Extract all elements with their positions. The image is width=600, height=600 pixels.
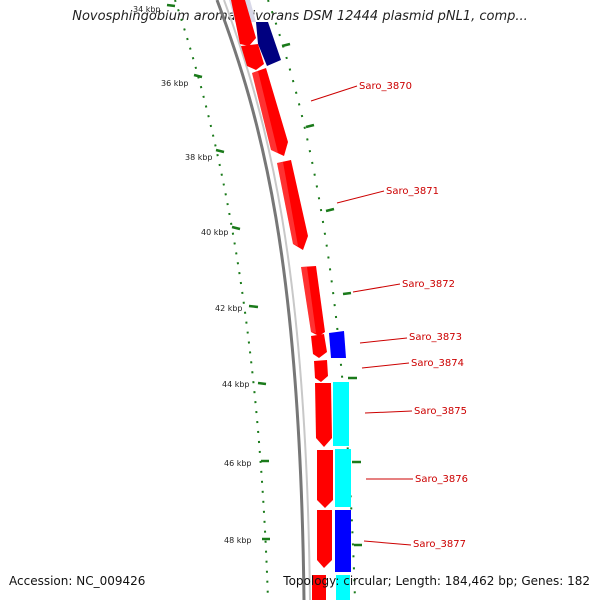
gene-label[interactable]: Saro_3871 <box>386 186 439 197</box>
gene-feature-forward[interactable] <box>301 266 325 336</box>
gene-feature-reverse[interactable] <box>333 382 349 446</box>
gene-label[interactable]: Saro_3877 <box>413 539 466 550</box>
gene-feature-forward[interactable] <box>317 510 332 568</box>
tick-label: 44 kbp <box>222 380 250 389</box>
gene-feature-forward[interactable] <box>231 0 256 46</box>
tick-label: 48 kbp <box>224 536 252 545</box>
gene-feature-forward[interactable] <box>315 383 332 447</box>
map-title: Novosphingobium aromaticivorans DSM 1244… <box>72 9 528 24</box>
tick-label: 36 kbp <box>161 79 189 88</box>
gene-label[interactable]: Saro_3874 <box>411 358 464 369</box>
gene-label[interactable]: Saro_3873 <box>409 332 462 343</box>
kbp-axis <box>174 0 269 600</box>
tick-label: 40 kbp <box>201 228 229 237</box>
gene-feature-reverse[interactable] <box>329 331 346 358</box>
gene-feature-forward[interactable] <box>241 44 264 70</box>
backbone-inner <box>223 0 311 600</box>
topology-text: Topology: circular; Length: 184,462 bp; … <box>283 574 590 588</box>
gene-label[interactable]: Saro_3875 <box>414 406 467 417</box>
gene-feature-forward[interactable] <box>317 450 333 508</box>
tick-label: 42 kbp <box>215 304 243 313</box>
label-leader-lines <box>310 85 413 546</box>
backbone-outer <box>215 0 306 600</box>
gene-feature-forward[interactable] <box>312 575 326 600</box>
gene-feature-reverse[interactable] <box>335 510 351 572</box>
gene-feature-reverse[interactable] <box>256 22 281 66</box>
major-ticks <box>166 3 270 541</box>
forward-strand-genes <box>231 0 333 600</box>
tick-label: 34 kbp <box>133 5 161 14</box>
outer-ticks <box>281 42 362 547</box>
gene-shading <box>252 71 316 333</box>
gene-label[interactable]: Saro_3872 <box>402 279 455 290</box>
accession-text: Accession: NC_009426 <box>9 574 146 588</box>
tick-label: 38 kbp <box>185 153 213 162</box>
gene-feature-forward[interactable] <box>252 68 288 156</box>
gene-label[interactable]: Saro_3876 <box>415 474 468 485</box>
tick-label: 46 kbp <box>224 459 252 468</box>
gene-feature-forward[interactable] <box>311 334 327 358</box>
gene-feature-reverse[interactable] <box>336 575 350 600</box>
gene-feature-forward[interactable] <box>314 360 328 382</box>
gene-feature-forward[interactable] <box>277 160 308 250</box>
gene-feature-reverse[interactable] <box>335 449 351 507</box>
gene-label[interactable]: Saro_3870 <box>359 81 412 92</box>
